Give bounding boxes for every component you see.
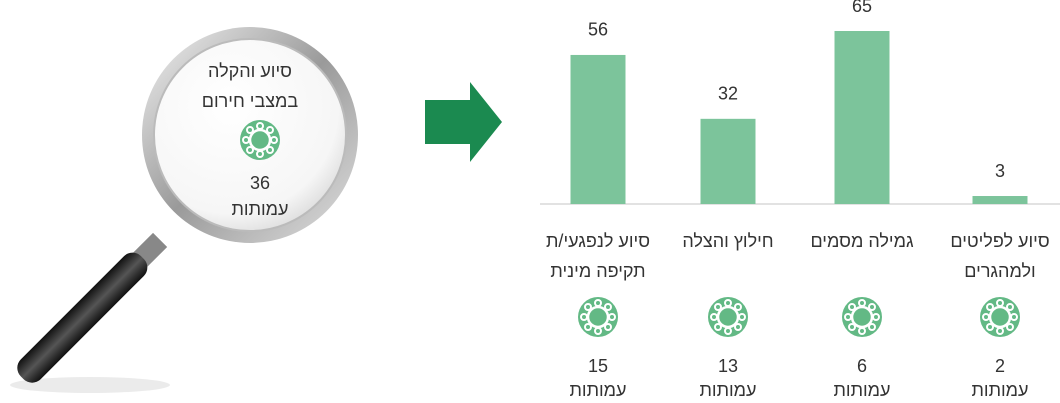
org-count: 6 — [857, 356, 867, 376]
arrow — [425, 82, 502, 162]
bar — [700, 118, 756, 204]
lens-title: סיוע והקלה במצבי חירום — [201, 61, 299, 111]
icon — [706, 295, 750, 339]
icon — [978, 295, 1022, 339]
value-label: 32 — [718, 84, 738, 104]
icon — [238, 118, 282, 162]
bar — [834, 31, 890, 204]
bar — [972, 196, 1028, 204]
category-label: חילוץ והצלה — [682, 231, 774, 251]
category-label: סיוע לפליטים ולמהגרים — [950, 231, 1050, 281]
org-unit: עמותות — [971, 380, 1028, 400]
value-label: 3 — [995, 161, 1005, 181]
org-count: 13 — [718, 356, 738, 376]
org-count: 2 — [995, 356, 1005, 376]
org-unit: עמותות — [699, 380, 756, 400]
icon — [576, 295, 620, 339]
org-unit: עמותות — [833, 380, 890, 400]
org-count: 15 — [588, 356, 608, 376]
category-label: סיוע לנפגעי/ת תקיפה מינית — [546, 231, 650, 281]
category-label-box: חילוץ והצלה — [682, 231, 774, 251]
icon — [840, 295, 884, 339]
lens-title-box: סיוע והקלה במצבי חירום — [201, 61, 299, 111]
lens-count: 36 — [250, 173, 270, 193]
org-unit: עמותות — [569, 380, 626, 400]
category-label-box: סיוע לנפגעי/ת תקיפה מינית — [546, 231, 650, 281]
bar — [570, 54, 626, 205]
lens-unit: עמותות — [231, 199, 288, 219]
category-label-box: גמילה מסמים — [810, 231, 914, 251]
value-label: 56 — [588, 20, 608, 40]
category-label: גמילה מסמים — [810, 231, 914, 251]
value-label: 65 — [852, 0, 872, 16]
category-label-box: סיוע לפליטים ולמהגרים — [950, 231, 1050, 281]
